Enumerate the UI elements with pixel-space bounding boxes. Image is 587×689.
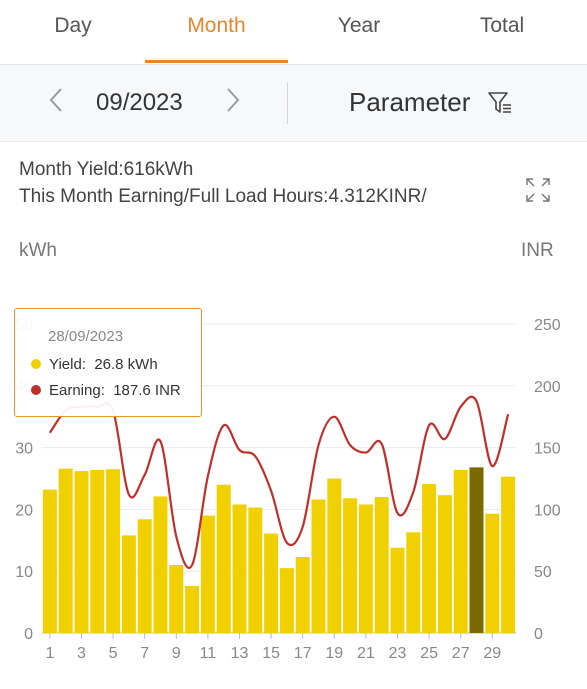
x-axis-tick-label: 15 xyxy=(262,645,280,662)
tooltip-date: 28/09/2023 xyxy=(48,328,124,345)
yield-bar[interactable] xyxy=(153,496,168,633)
expand-icon[interactable] xyxy=(524,176,552,204)
selected-month[interactable]: 09/2023 xyxy=(96,89,183,116)
x-axis-tick-label: 19 xyxy=(325,645,343,662)
yield-bar[interactable] xyxy=(137,519,152,633)
yield-bar[interactable] xyxy=(358,504,373,633)
yield-bar[interactable] xyxy=(501,476,516,633)
x-axis-tick-label: 9 xyxy=(172,645,181,662)
yield-bar[interactable] xyxy=(74,471,89,633)
yield-bar[interactable] xyxy=(216,484,231,633)
chart-tooltip: 28/09/2023 Yield: 26.8 kWh Earning: 187.… xyxy=(14,308,202,417)
x-axis-tick-label: 5 xyxy=(109,645,118,662)
right-axis-tick-label: 250 xyxy=(534,317,561,334)
month-earning-text: This Month Earning/Full Load Hours:4.312… xyxy=(19,186,427,207)
yield-bar[interactable] xyxy=(327,478,342,634)
tooltip-yield-row: Yield: 26.8 kWh xyxy=(31,356,158,373)
x-axis-tick-label: 7 xyxy=(140,645,149,662)
x-axis-tick-label: 11 xyxy=(200,645,217,662)
earning-legend-dot xyxy=(31,385,41,395)
yield-bar[interactable] xyxy=(248,507,263,633)
yield-bar[interactable] xyxy=(422,484,437,633)
tooltip-yield-label: Yield: xyxy=(49,356,86,373)
chevron-left-icon xyxy=(49,88,62,112)
yield-bar[interactable] xyxy=(374,497,389,633)
month-yield-text: Month Yield:616kWh xyxy=(19,159,194,180)
earning-line[interactable] xyxy=(48,395,510,569)
filter-bar: 09/2023 Parameter xyxy=(0,65,587,142)
x-axis-tick-label: 3 xyxy=(77,645,86,662)
right-axis-tick-label: 200 xyxy=(534,379,561,396)
tooltip-yield-value: 26.8 kWh xyxy=(94,356,158,373)
tooltip-earning-label: Earning: xyxy=(49,382,105,399)
left-axis-tick-label: 30 xyxy=(15,441,33,458)
yield-bar[interactable] xyxy=(232,504,247,633)
x-axis-tick-label: 29 xyxy=(483,645,501,662)
right-axis-tick-label: 100 xyxy=(534,502,561,519)
yield-bar[interactable] xyxy=(295,556,310,633)
yield-bar[interactable] xyxy=(437,495,452,633)
tab-total[interactable]: Total xyxy=(479,14,525,37)
left-axis-tick-label: 20 xyxy=(15,502,33,519)
x-axis-tick-label: 17 xyxy=(294,645,312,662)
yield-bar[interactable] xyxy=(453,469,468,633)
yield-bar[interactable] xyxy=(185,586,200,633)
right-axis-tick-label: 0 xyxy=(534,626,543,643)
yield-bar[interactable] xyxy=(90,469,105,633)
yield-bar[interactable] xyxy=(343,498,358,633)
left-axis-tick-label: 10 xyxy=(15,564,33,581)
x-axis-tick-label: 27 xyxy=(452,645,470,662)
right-axis-tick-label: 50 xyxy=(534,564,552,581)
yield-bar[interactable] xyxy=(58,468,73,633)
yield-bar[interactable] xyxy=(106,469,121,633)
filter-divider xyxy=(287,82,288,124)
tab-day[interactable]: Day xyxy=(54,14,92,37)
x-axis-tick-label: 23 xyxy=(389,645,407,662)
yield-bar[interactable] xyxy=(485,513,500,633)
next-month-button[interactable] xyxy=(225,87,241,120)
yield-bar[interactable] xyxy=(200,515,215,633)
yield-bar[interactable] xyxy=(469,467,484,633)
yield-legend-dot xyxy=(31,359,41,369)
yield-bar[interactable] xyxy=(264,533,279,633)
yield-bar[interactable] xyxy=(42,489,57,633)
yield-bar[interactable] xyxy=(406,532,421,633)
tooltip-earning-row: Earning: 187.6 INR xyxy=(31,382,181,399)
left-axis-unit: kWh xyxy=(19,240,57,261)
filter-icon[interactable] xyxy=(487,90,513,116)
x-axis-tick-label: 1 xyxy=(45,645,54,662)
tooltip-earning-value: 187.6 INR xyxy=(113,382,181,399)
yield-bar[interactable] xyxy=(169,565,184,633)
active-tab-indicator xyxy=(145,60,288,63)
x-axis-tick-label: 13 xyxy=(231,645,249,662)
tab-month[interactable]: Month xyxy=(187,14,246,37)
right-axis-unit: INR xyxy=(521,240,554,261)
chevron-right-icon xyxy=(227,88,240,112)
yield-bar[interactable] xyxy=(279,568,294,633)
yield-bar[interactable] xyxy=(390,547,405,633)
x-axis-tick-label: 21 xyxy=(357,645,375,662)
yield-bar[interactable] xyxy=(311,499,326,633)
tab-year[interactable]: Year xyxy=(337,14,381,37)
right-axis-tick-label: 150 xyxy=(534,441,561,458)
parameter-button[interactable]: Parameter xyxy=(349,87,471,117)
yield-bar[interactable] xyxy=(121,535,136,633)
period-tabs: Day Month Year Total xyxy=(0,0,587,65)
x-axis-tick-label: 25 xyxy=(420,645,438,662)
prev-month-button[interactable] xyxy=(48,87,64,120)
left-axis-tick-label: 0 xyxy=(24,626,33,643)
